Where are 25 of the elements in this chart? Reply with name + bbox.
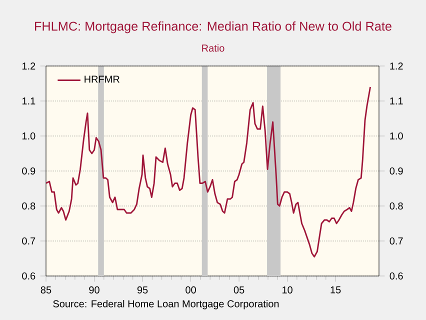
y-tick-label: 0.6 [22,272,36,280]
y2-tick-label: 0.9 [390,167,403,175]
x-tick-label: 95 [137,286,148,294]
x-tick-label: 05 [234,286,244,294]
y2-tick-label: 1.2 [390,62,403,70]
y-tick-label: 0.8 [22,202,36,210]
x-tick-label: 15 [330,286,341,294]
y2-tick-label: 0.7 [390,237,403,245]
chart-subtitle: Ratio [202,44,224,52]
x-tick-label: 10 [282,286,292,294]
y-tick-label: 0.7 [22,237,36,245]
x-tick-label: 00 [186,286,196,294]
y2-tick-label: 0.6 [390,272,403,280]
y-tick-label: 1.1 [22,98,36,104]
legend-label: HRFMR [84,76,120,83]
y-tick-label: 0.9 [22,167,36,175]
x-tick-label: 85 [40,286,52,294]
y-tick-label: 1.2 [22,62,36,70]
y2-tick-label: 1.0 [390,132,403,140]
y2-tick-label: 0.8 [390,202,403,210]
y2-tick-label: 1.1 [390,98,403,104]
x-tick-label: 90 [89,286,100,294]
chart-title: FHLMC: Mortgage Refinance: Median Ratio of New to Old Rate [34,21,392,34]
source-note: Source: Federal Home Loan Mortgage Corporation [53,300,279,310]
y-tick-label: 1.0 [22,132,36,140]
